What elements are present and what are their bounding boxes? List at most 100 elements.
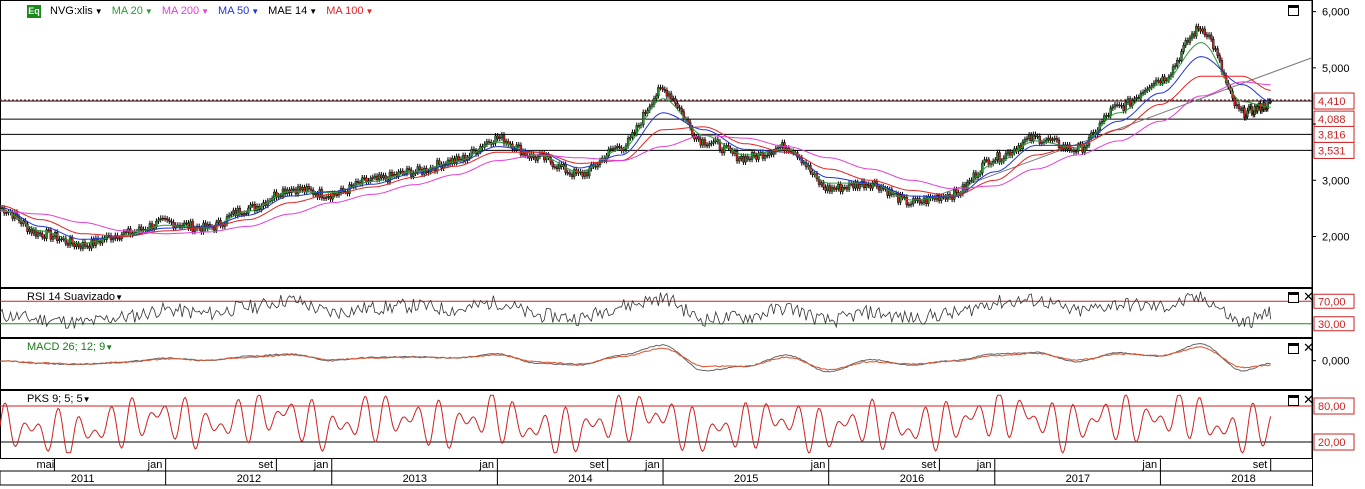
- candle-body: [820, 182, 823, 185]
- candle-body: [712, 141, 715, 144]
- level-label-box: [1313, 141, 1355, 159]
- candle-body: [249, 204, 252, 209]
- candle-body: [361, 177, 364, 185]
- candle-body: [1214, 48, 1217, 50]
- candle-body: [536, 156, 540, 161]
- candle-body: [296, 186, 300, 195]
- candle-body: [1057, 139, 1061, 148]
- candle-body: [335, 194, 339, 196]
- candle-body: [60, 238, 63, 241]
- maximize-rsi-panel-icon[interactable]: [1288, 292, 1299, 303]
- candle-body: [1109, 107, 1112, 116]
- candle-body: [549, 157, 552, 163]
- candle-body: [1044, 139, 1048, 142]
- candle-body: [384, 175, 387, 180]
- month-label: jan: [147, 459, 163, 471]
- candle-body: [905, 196, 908, 206]
- candle-body: [744, 156, 747, 163]
- candle-body: [1107, 115, 1110, 117]
- eq-icon[interactable]: Eq: [27, 4, 41, 18]
- candle-body: [748, 158, 752, 161]
- candle-body: [570, 173, 574, 177]
- candle-body: [953, 189, 956, 200]
- candle-body: [680, 108, 683, 112]
- candle-body: [1201, 28, 1204, 32]
- month-label: jan: [976, 459, 992, 471]
- candle-body: [864, 184, 868, 188]
- candle-body: [669, 93, 673, 100]
- maximize-pks-panel-icon[interactable]: [1288, 395, 1299, 406]
- candle-body: [644, 112, 647, 114]
- candle-body: [1111, 106, 1115, 109]
- candle-body: [161, 217, 165, 220]
- candle-body: [837, 184, 840, 189]
- candle-body: [1146, 88, 1149, 91]
- candle-body: [1178, 60, 1181, 62]
- candle-body: [56, 231, 59, 241]
- candle-body: [157, 219, 160, 222]
- close-pks-panel-icon[interactable]: ✕: [1303, 392, 1314, 407]
- maximize-price-panel-icon[interactable]: [1288, 5, 1299, 16]
- candle-body: [822, 182, 825, 188]
- pks-level-box: [1313, 433, 1355, 451]
- candle-body: [363, 177, 366, 180]
- candle-body: [983, 159, 986, 164]
- candle-body: [568, 172, 572, 175]
- candle-body: [1192, 33, 1196, 37]
- candle-body: [877, 186, 881, 191]
- macd-signal-line: [0, 346, 1271, 371]
- candle-body: [1040, 142, 1044, 144]
- candle-body: [500, 134, 504, 138]
- candle-body: [596, 164, 600, 168]
- candle-body: [613, 147, 617, 150]
- macd-panel-title[interactable]: MACD 26; 12; 9▼: [27, 341, 113, 353]
- level-label-box: [1313, 92, 1355, 110]
- candle-body: [279, 195, 282, 197]
- candle-body: [1260, 109, 1264, 112]
- candle-body: [1144, 89, 1147, 93]
- chevron-down-icon: ▼: [251, 7, 260, 16]
- candle-body: [657, 87, 660, 97]
- close-rsi-panel-icon[interactable]: ✕: [1303, 289, 1314, 304]
- rsi-level-label: 70,00: [1318, 296, 1346, 308]
- candle-body: [375, 175, 379, 180]
- month-label: jan: [810, 459, 826, 471]
- candle-body: [1186, 40, 1190, 43]
- candle-body: [830, 187, 834, 192]
- pks-panel-title[interactable]: PKS 9; 5; 5▼: [27, 393, 91, 405]
- candle-body: [1184, 40, 1187, 46]
- candle-body: [763, 154, 767, 159]
- legend-mae14[interactable]: MAE 14 ▼: [268, 5, 317, 17]
- rsi-panel-title[interactable]: RSI 14 Suavizado▼: [27, 291, 123, 303]
- close-macd-panel-icon[interactable]: ✕: [1303, 340, 1314, 355]
- candle-body: [1072, 149, 1076, 152]
- candle-body: [390, 172, 394, 177]
- candle-body: [66, 243, 70, 246]
- candle-body: [1051, 139, 1054, 141]
- candle-body: [581, 172, 584, 177]
- legend-ma20[interactable]: MA 20 ▼: [112, 5, 153, 17]
- candle-body: [118, 238, 121, 240]
- candle-body: [740, 156, 743, 159]
- legend-ma50[interactable]: MA 50 ▼: [218, 5, 259, 17]
- rsi-title-text: RSI 14 Suavizado: [27, 291, 116, 303]
- candle-body: [564, 164, 567, 173]
- candle-body: [1025, 138, 1029, 140]
- candle-body: [847, 182, 851, 190]
- chevron-down-icon: ▼: [82, 395, 91, 404]
- candle-body: [616, 145, 619, 149]
- legend-ma100[interactable]: MA 100 ▼: [326, 5, 373, 17]
- symbol-selector[interactable]: NVG:xlis ▼: [50, 5, 103, 17]
- candle-body: [828, 185, 832, 192]
- maximize-macd-panel-icon[interactable]: [1288, 343, 1299, 354]
- candle-body: [217, 220, 220, 223]
- candle-body: [750, 152, 754, 160]
- candle-body: [137, 226, 141, 232]
- candle-body: [585, 172, 589, 177]
- candle-body: [907, 204, 911, 206]
- legend-ma200[interactable]: MA 200 ▼: [162, 5, 209, 17]
- candle-body: [1092, 132, 1095, 134]
- level-label: 4,410: [1318, 96, 1346, 108]
